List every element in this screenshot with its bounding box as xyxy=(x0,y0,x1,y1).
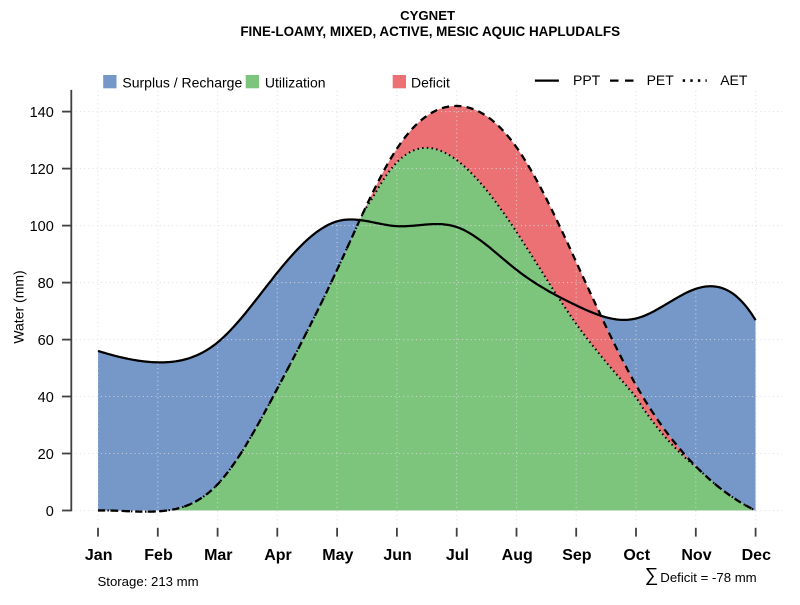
svg-text:Feb: Feb xyxy=(144,547,173,564)
svg-text:40: 40 xyxy=(38,390,54,406)
svg-text:Deficit = -78 mm: Deficit = -78 mm xyxy=(660,570,756,585)
svg-text:0: 0 xyxy=(46,504,54,520)
svg-text:FINE-LOAMY, MIXED, ACTIVE, MES: FINE-LOAMY, MIXED, ACTIVE, MESIC AQUIC H… xyxy=(240,24,620,39)
svg-text:PPT: PPT xyxy=(573,72,601,88)
svg-text:Apr: Apr xyxy=(264,547,292,564)
svg-text:140: 140 xyxy=(30,105,54,121)
svg-text:Oct: Oct xyxy=(623,547,650,564)
svg-text:Jun: Jun xyxy=(383,547,411,564)
svg-text:Nov: Nov xyxy=(681,547,711,564)
svg-text:Jul: Jul xyxy=(446,547,469,564)
svg-text:120: 120 xyxy=(30,162,54,178)
svg-text:60: 60 xyxy=(38,333,54,349)
svg-text:Sep: Sep xyxy=(562,547,592,564)
svg-text:Deficit: Deficit xyxy=(411,75,450,91)
svg-text:Jan: Jan xyxy=(85,547,113,564)
svg-text:Dec: Dec xyxy=(742,547,771,564)
svg-text:100: 100 xyxy=(30,219,54,235)
svg-text:May: May xyxy=(322,547,353,564)
svg-text:Water (mm): Water (mm) xyxy=(11,270,27,343)
svg-text:PET: PET xyxy=(647,72,675,88)
svg-text:∑: ∑ xyxy=(645,565,659,586)
svg-text:Aug: Aug xyxy=(502,547,533,564)
svg-text:Utilization: Utilization xyxy=(265,75,326,91)
svg-text:CYGNET: CYGNET xyxy=(400,8,455,23)
svg-text:AET: AET xyxy=(720,72,748,88)
svg-text:20: 20 xyxy=(38,447,54,463)
svg-text:80: 80 xyxy=(38,276,54,292)
svg-text:Storage: 213 mm: Storage: 213 mm xyxy=(98,574,199,589)
svg-text:Mar: Mar xyxy=(204,547,232,564)
svg-text:Surplus / Recharge: Surplus / Recharge xyxy=(122,75,242,91)
